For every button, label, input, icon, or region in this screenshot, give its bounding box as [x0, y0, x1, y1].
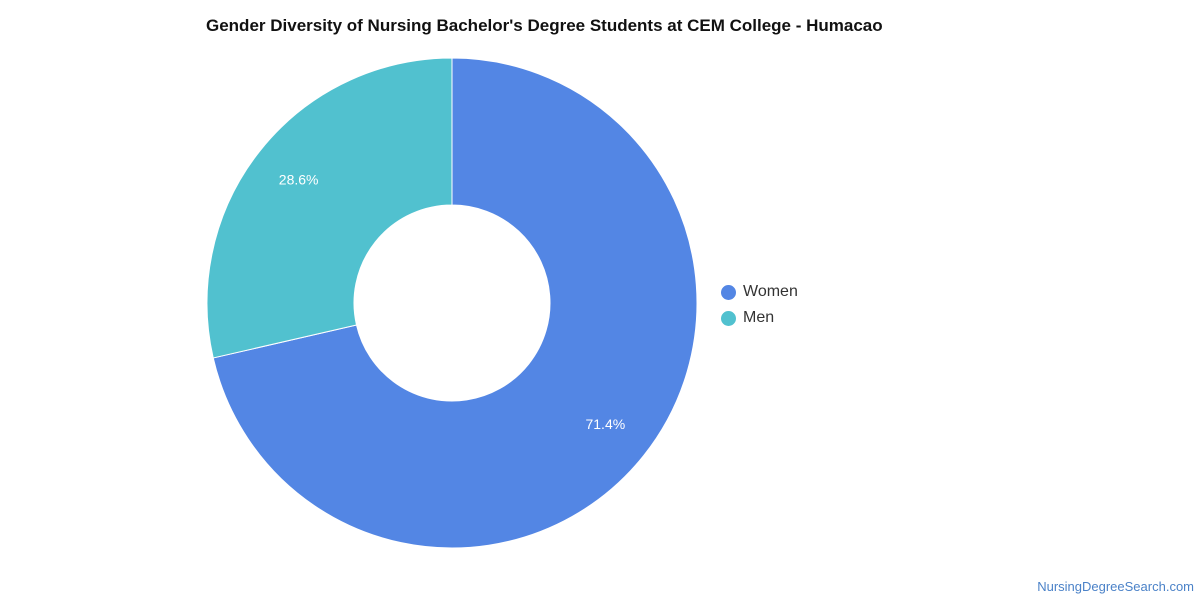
source-link[interactable]: NursingDegreeSearch.com	[1037, 579, 1194, 594]
slice-label-men: 28.6%	[279, 172, 319, 188]
slice-label-women: 71.4%	[585, 416, 625, 432]
chart-title: Gender Diversity of Nursing Bachelor's D…	[206, 16, 883, 35]
legend-swatch-women	[721, 284, 736, 300]
legend-item-men[interactable]: Men	[721, 305, 798, 331]
legend-item-women[interactable]: Women	[721, 279, 798, 305]
slice-men[interactable]	[206, 57, 453, 359]
legend-label-men: Men	[743, 309, 775, 326]
slice-women[interactable]	[212, 57, 698, 549]
legend-swatch-men	[721, 310, 736, 326]
chart-legend: Women Men	[721, 279, 798, 331]
legend-label-women: Women	[743, 283, 798, 300]
